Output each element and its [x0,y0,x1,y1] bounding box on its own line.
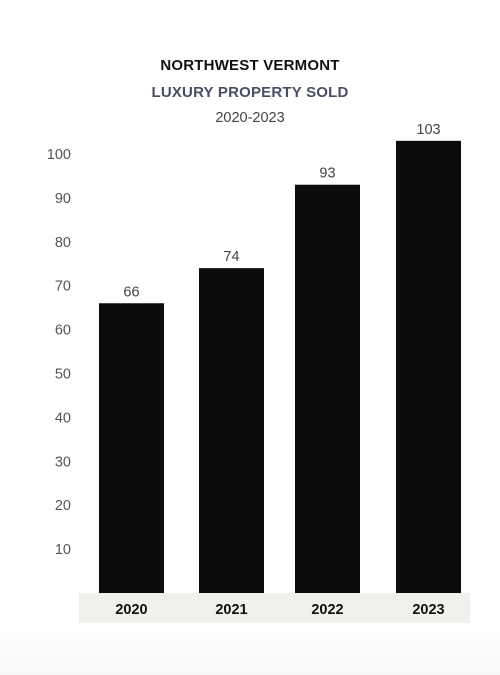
data-label: 66 [123,284,139,300]
y-tick-label: 50 [55,367,71,383]
bar [396,140,461,593]
y-tick-label: 100 [47,147,71,163]
category-label: 2022 [311,602,343,618]
y-tick-label: 30 [55,454,71,470]
bar [199,268,264,593]
y-tick-label: 40 [55,410,71,426]
category-band [79,593,470,623]
y-tick-label: 60 [55,323,71,339]
chart-subtitle: LUXURY PROPERTY SOLD [151,84,349,101]
data-label: 103 [416,122,440,138]
category-label: 2020 [115,602,147,618]
y-tick-label: 70 [55,279,71,295]
footer-fade [0,628,500,675]
category-label: 2023 [412,602,444,618]
data-label: 74 [223,249,239,265]
bar [295,184,360,594]
y-tick-label: 80 [55,235,71,251]
chart-title: NORTHWEST VERMONT [160,57,340,74]
y-tick-label: 10 [55,542,71,558]
data-label: 93 [319,166,335,182]
bar [99,303,164,593]
category-label: 2021 [215,602,247,618]
y-tick-label: 90 [55,191,71,207]
chart-period: 2020-2023 [215,110,285,126]
y-tick-label: 20 [55,498,71,514]
